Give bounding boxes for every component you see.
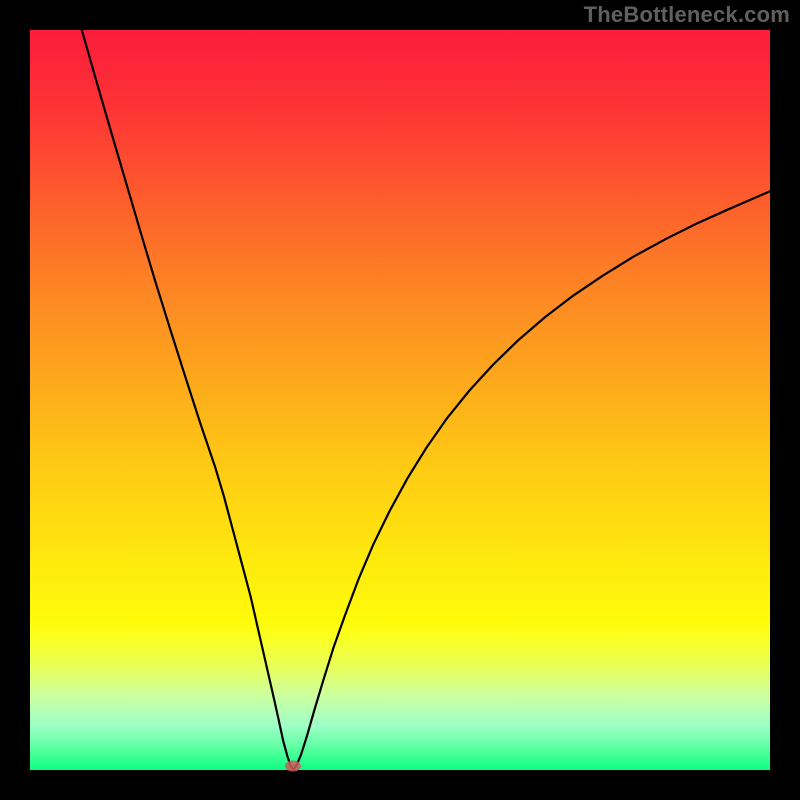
plot-area — [30, 30, 770, 770]
watermark-text: TheBottleneck.com — [584, 2, 790, 28]
plot-svg — [30, 30, 770, 770]
minimum-marker — [285, 761, 301, 772]
gradient-background — [30, 30, 770, 770]
chart-frame: TheBottleneck.com — [0, 0, 800, 800]
